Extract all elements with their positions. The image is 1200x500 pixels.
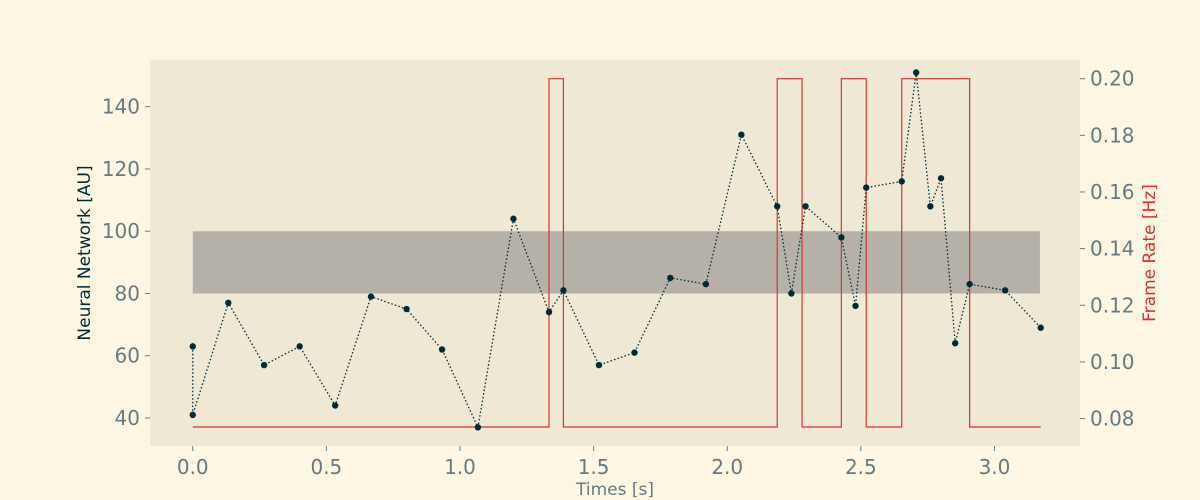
band-layer xyxy=(192,231,1040,294)
data-point xyxy=(631,349,638,356)
y-right-tick-label: 0.18 xyxy=(1090,123,1135,147)
x-tick-label: 2.5 xyxy=(845,455,877,479)
y-right-axis-label: Frame Rate [Hz] xyxy=(1140,184,1160,322)
y-right-tick-label: 0.14 xyxy=(1090,237,1135,261)
y-right-tick-label: 0.08 xyxy=(1090,407,1135,431)
y-left-tick-label: 60 xyxy=(115,344,140,368)
data-point xyxy=(474,424,482,431)
x-tick-label: 3.0 xyxy=(979,455,1011,479)
y-right-tick-label: 0.12 xyxy=(1090,293,1135,317)
data-point xyxy=(838,234,845,241)
data-point xyxy=(367,293,375,300)
data-point xyxy=(225,299,232,307)
frame-rate-step-line xyxy=(192,78,1041,428)
data-point xyxy=(788,290,795,297)
data-point xyxy=(296,343,303,350)
data-point xyxy=(545,308,553,316)
data-point xyxy=(852,302,859,310)
data-point xyxy=(927,203,934,210)
data-point xyxy=(189,343,196,350)
x-tick-label: 0.0 xyxy=(177,455,209,479)
data-point xyxy=(951,340,959,347)
x-tick-label: 1.5 xyxy=(578,455,610,479)
shaded-band xyxy=(192,231,1040,294)
data-point xyxy=(738,131,745,138)
data-point xyxy=(898,178,905,185)
x-axis-ticks: 0.0 0.5 1.0 1.5 2.0 2.5 3.0 xyxy=(177,446,1011,479)
y-left-axis-ticks: 40 60 80 100 120 140 xyxy=(102,95,150,430)
data-point xyxy=(667,274,674,282)
y-left-tick-label: 120 xyxy=(102,157,140,181)
y-right-tick-label: 0.16 xyxy=(1090,180,1135,204)
data-point xyxy=(774,203,781,210)
data-point xyxy=(510,215,517,222)
data-point xyxy=(1037,324,1044,331)
y-right-axis-ticks: 0.08 0.10 0.12 0.14 0.16 0.18 0.20 xyxy=(1080,67,1135,431)
x-tick-label: 1.0 xyxy=(444,455,476,479)
y-left-axis-label: Neural Network [AU] xyxy=(75,165,95,340)
data-point xyxy=(912,69,920,76)
data-point xyxy=(189,411,196,419)
data-point xyxy=(702,280,710,288)
data-point xyxy=(966,280,973,288)
neural-network-line xyxy=(192,72,1042,430)
data-point xyxy=(802,203,809,210)
y-left-tick-label: 100 xyxy=(102,219,140,243)
y-left-tick-label: 80 xyxy=(115,281,140,305)
y-right-tick-label: 0.20 xyxy=(1090,67,1135,91)
data-point xyxy=(560,287,567,294)
x-axis-label: Times [s] xyxy=(575,480,654,500)
data-point xyxy=(331,402,339,409)
data-point xyxy=(595,361,603,369)
data-point xyxy=(260,361,268,369)
y-left-tick-label: 40 xyxy=(115,406,140,430)
data-point xyxy=(403,305,410,313)
y-left-tick-label: 140 xyxy=(102,95,140,119)
x-tick-label: 2.0 xyxy=(711,455,743,479)
y-right-tick-label: 0.10 xyxy=(1090,350,1135,374)
data-point xyxy=(937,175,945,182)
neural-network-series xyxy=(189,69,1044,431)
data-point xyxy=(1001,287,1009,294)
x-tick-label: 0.5 xyxy=(310,455,342,479)
data-point xyxy=(438,346,446,353)
frame-rate-series xyxy=(192,78,1041,428)
data-point xyxy=(863,184,870,191)
